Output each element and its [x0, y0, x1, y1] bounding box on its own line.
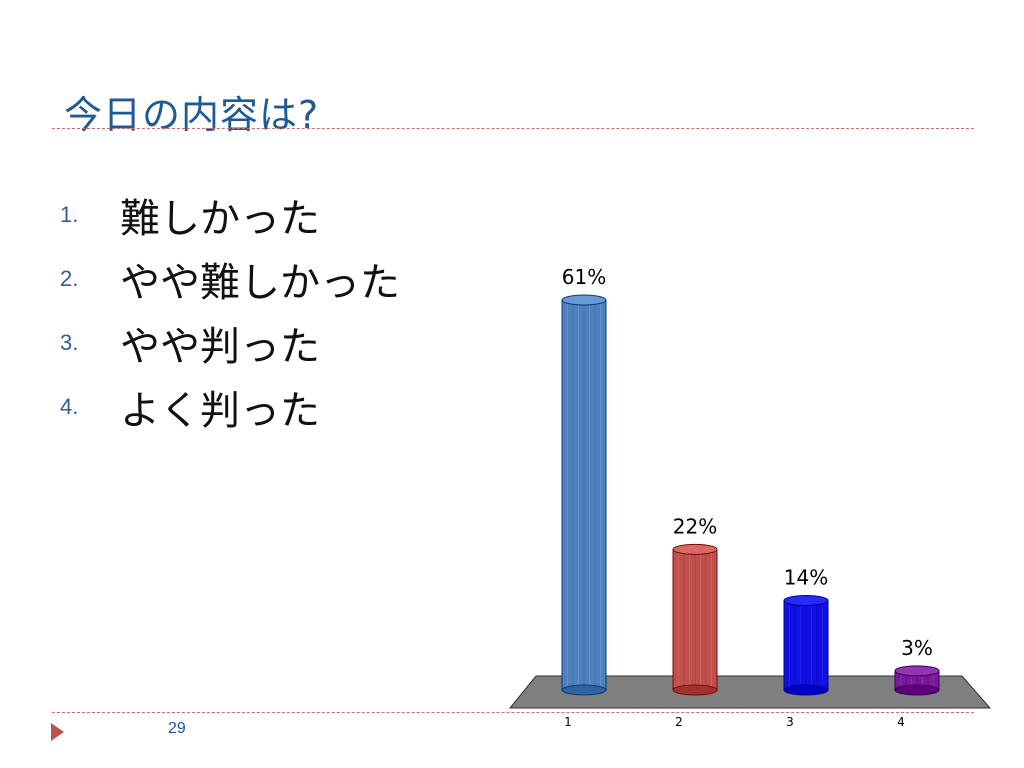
list-text: 難しかった [120, 196, 320, 242]
category-label: 1 [564, 715, 572, 729]
footer-divider [52, 712, 974, 713]
category-label: 3 [786, 715, 794, 729]
list-text: やや難しかった [120, 260, 400, 306]
list-marker: 4. [60, 394, 79, 419]
category-label: 2 [675, 715, 683, 729]
list-marker: 2. [60, 266, 79, 291]
bar-top-cap [561, 294, 607, 306]
title-divider [52, 128, 974, 129]
category-label: 4 [897, 715, 905, 729]
slide-title: 今日の内容は? [64, 93, 320, 137]
bar-base-cap [672, 684, 718, 696]
bar-base-cap [561, 684, 607, 696]
list-marker: 1. [60, 202, 79, 227]
bar-top-cap [894, 665, 940, 677]
data-label: 14% [784, 565, 828, 589]
data-label: 3% [901, 636, 933, 660]
footer-arrow-icon [51, 723, 64, 741]
list-marker: 3. [60, 330, 79, 355]
list-text: よく判った [120, 388, 320, 434]
page-number: 29 [168, 720, 186, 737]
data-label: 22% [673, 514, 717, 538]
bar-base-cap [783, 684, 829, 696]
list-text: やや判った [120, 324, 320, 370]
bar-top-cap [672, 543, 718, 555]
bar-top-cap [783, 594, 829, 606]
bar-base-cap [894, 684, 940, 696]
data-label: 61% [562, 265, 606, 289]
